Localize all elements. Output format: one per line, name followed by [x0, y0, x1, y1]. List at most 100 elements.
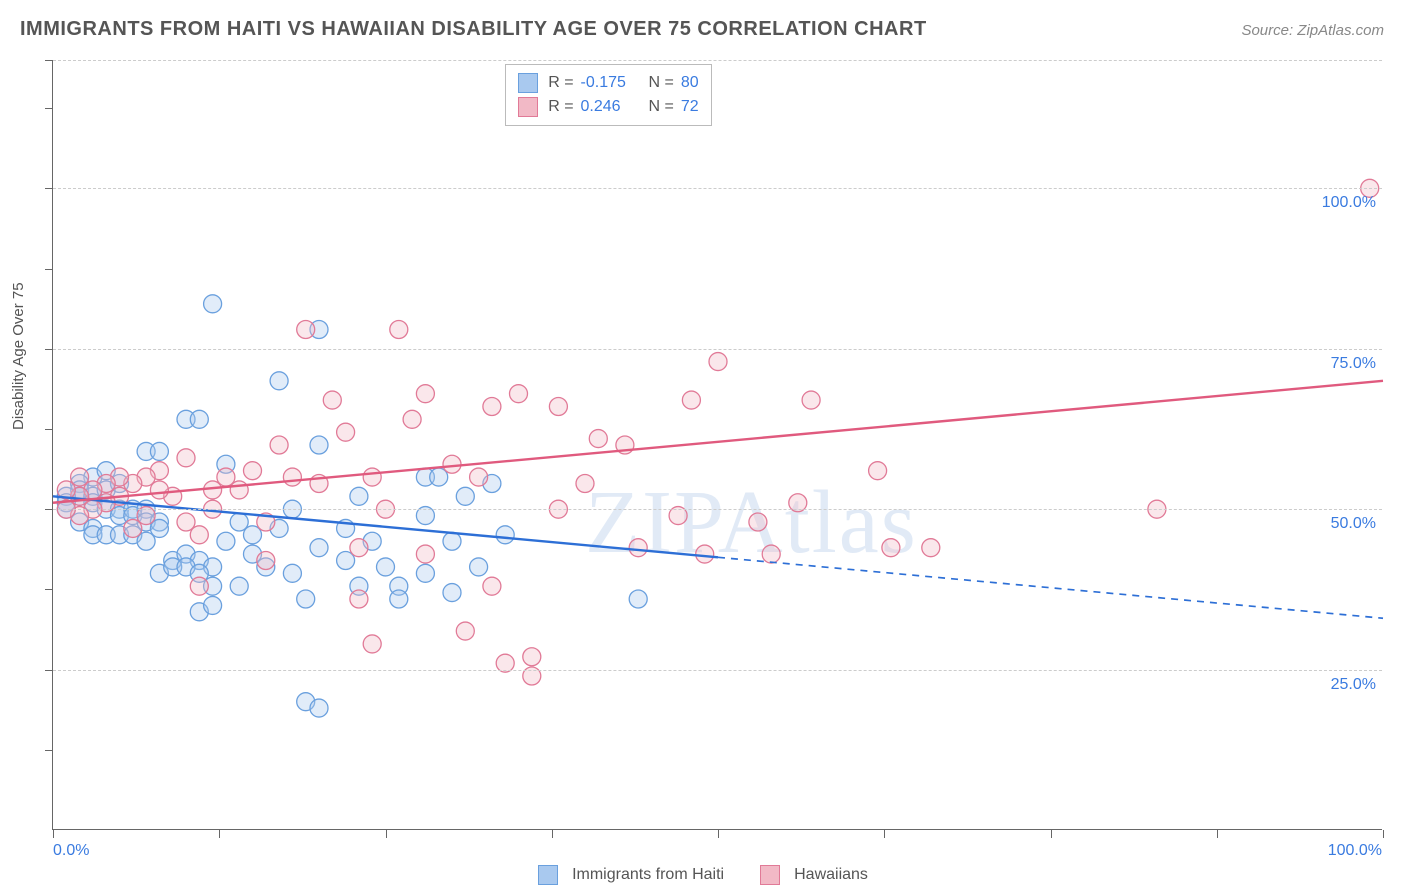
data-point: [470, 558, 488, 576]
data-point: [456, 487, 474, 505]
swatch-series-2: [518, 97, 538, 117]
x-tick: [1051, 830, 1052, 838]
data-point: [470, 468, 488, 486]
data-point: [297, 590, 315, 608]
source-label: Source: ZipAtlas.com: [1241, 22, 1384, 39]
y-tick-label: 100.0%: [1322, 194, 1376, 212]
correlation-legend: R = -0.175 N = 80 R = 0.246 N = 72: [505, 64, 711, 126]
data-point: [696, 545, 714, 563]
data-point: [416, 564, 434, 582]
chart-plot-area: ZIPAtlas R = -0.175 N = 80 R = 0.246 N =…: [52, 60, 1382, 830]
data-point: [337, 423, 355, 441]
x-tick: [53, 830, 54, 838]
y-tick: [45, 349, 53, 350]
data-point: [682, 391, 700, 409]
legend-label-1: Immigrants from Haiti: [572, 866, 724, 884]
data-point: [217, 532, 235, 550]
data-point: [523, 648, 541, 666]
data-point: [350, 487, 368, 505]
gridline: [53, 349, 1382, 350]
bottom-legend: Immigrants from Haiti Hawaiians: [0, 862, 1406, 888]
y-tick-label: 75.0%: [1331, 355, 1376, 373]
data-point: [204, 295, 222, 313]
data-point: [257, 552, 275, 570]
data-point: [416, 385, 434, 403]
y-tick: [45, 269, 53, 270]
correlation-row-1: R = -0.175 N = 80: [518, 71, 698, 95]
data-point: [403, 410, 421, 428]
y-tick: [45, 670, 53, 671]
y-tick: [45, 429, 53, 430]
y-tick: [45, 509, 53, 510]
n-label: N =: [649, 98, 674, 116]
correlation-row-2: R = 0.246 N = 72: [518, 95, 698, 119]
data-point: [270, 436, 288, 454]
data-point: [496, 526, 514, 544]
r-label: R =: [548, 98, 573, 116]
x-tick: [219, 830, 220, 838]
data-point: [629, 539, 647, 557]
y-tick: [45, 188, 53, 189]
y-axis-label: Disability Age Over 75: [10, 282, 27, 430]
legend-item-2: Hawaiians: [760, 862, 868, 888]
r-value-1: -0.175: [581, 74, 645, 92]
data-point: [510, 385, 528, 403]
gridline: [53, 60, 1382, 61]
swatch-series-1: [518, 73, 538, 93]
data-point: [244, 462, 262, 480]
data-point: [443, 584, 461, 602]
data-point: [310, 699, 328, 717]
data-point: [483, 577, 501, 595]
data-point: [283, 564, 301, 582]
data-point: [230, 577, 248, 595]
data-point: [882, 539, 900, 557]
data-point: [323, 391, 341, 409]
legend-item-1: Immigrants from Haiti: [538, 862, 724, 888]
data-point: [283, 468, 301, 486]
data-point: [310, 539, 328, 557]
data-point: [124, 519, 142, 537]
data-point: [177, 449, 195, 467]
x-tick: [386, 830, 387, 838]
gridline: [53, 670, 1382, 671]
data-point: [483, 398, 501, 416]
data-point: [762, 545, 780, 563]
gridline: [53, 188, 1382, 189]
data-point: [297, 321, 315, 339]
y-tick: [45, 750, 53, 751]
n-label: N =: [649, 74, 674, 92]
data-point: [443, 532, 461, 550]
y-tick-label: 50.0%: [1331, 515, 1376, 533]
data-point: [310, 436, 328, 454]
data-point: [390, 321, 408, 339]
x-tick-label: 0.0%: [53, 842, 89, 860]
data-point: [150, 442, 168, 460]
swatch-series-1: [538, 865, 558, 885]
data-point: [363, 468, 381, 486]
data-point: [377, 558, 395, 576]
data-point: [204, 596, 222, 614]
y-tick-label: 25.0%: [1331, 676, 1376, 694]
x-tick: [1217, 830, 1218, 838]
x-tick: [718, 830, 719, 838]
data-point: [363, 635, 381, 653]
data-point: [589, 430, 607, 448]
data-point: [456, 622, 474, 640]
data-point: [350, 539, 368, 557]
r-value-2: 0.246: [581, 98, 645, 116]
gridline: [53, 509, 1382, 510]
data-point: [270, 372, 288, 390]
data-point: [709, 353, 727, 371]
r-label: R =: [548, 74, 573, 92]
x-tick: [552, 830, 553, 838]
data-point: [177, 513, 195, 531]
x-tick-label: 100.0%: [1328, 842, 1382, 860]
trend-line-dashed: [718, 557, 1383, 618]
y-tick: [45, 589, 53, 590]
y-tick: [45, 60, 53, 61]
n-value-2: 72: [681, 98, 699, 116]
chart-svg: [53, 60, 1383, 830]
swatch-series-2: [760, 865, 780, 885]
x-tick: [884, 830, 885, 838]
y-tick: [45, 108, 53, 109]
